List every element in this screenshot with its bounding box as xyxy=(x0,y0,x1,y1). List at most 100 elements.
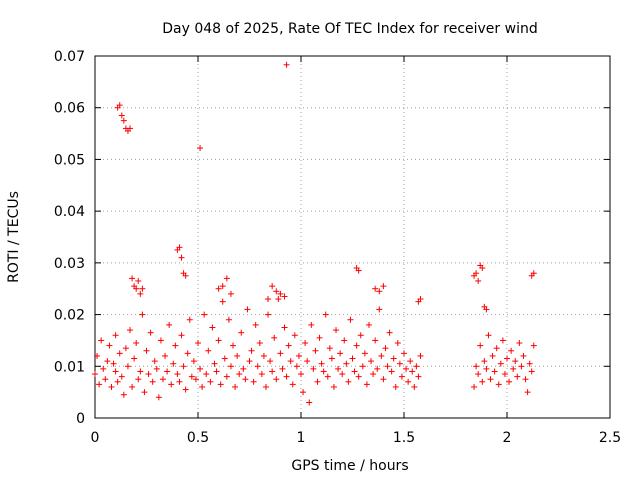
data-point xyxy=(345,378,352,385)
data-point xyxy=(219,298,226,305)
data-point xyxy=(281,293,288,300)
data-point xyxy=(195,340,201,347)
data-point xyxy=(147,329,154,336)
data-point xyxy=(199,383,206,390)
data-point xyxy=(273,376,280,383)
data-point xyxy=(394,340,401,347)
data-point xyxy=(180,363,187,370)
data-point xyxy=(487,376,494,383)
data-point xyxy=(322,311,329,318)
data-point xyxy=(96,381,103,388)
data-point xyxy=(112,368,119,375)
data-point xyxy=(265,296,272,303)
data-point xyxy=(238,329,245,336)
data-point xyxy=(232,383,239,390)
y-tick-label: 0.07 xyxy=(54,49,85,65)
data-point xyxy=(351,368,358,375)
data-point xyxy=(382,345,389,352)
data-point xyxy=(124,363,131,370)
data-point xyxy=(475,371,482,378)
x-tick-label: 2 xyxy=(503,430,512,446)
data-point xyxy=(209,324,216,331)
x-tick-label: 0 xyxy=(91,430,100,446)
data-point xyxy=(242,376,249,383)
x-tick-label: 0.5 xyxy=(187,430,209,446)
data-point xyxy=(273,288,280,295)
data-point xyxy=(475,277,482,284)
data-point xyxy=(269,368,276,375)
data-point xyxy=(298,371,304,378)
data-point xyxy=(407,358,414,365)
data-point xyxy=(248,347,255,354)
data-point xyxy=(335,365,342,372)
data-point xyxy=(219,283,226,290)
data-point xyxy=(287,358,294,365)
data-point xyxy=(240,365,247,372)
data-point xyxy=(168,381,175,388)
data-point xyxy=(415,373,422,380)
data-point xyxy=(417,352,424,359)
data-point xyxy=(197,145,204,152)
data-point xyxy=(489,352,496,359)
data-point xyxy=(365,321,372,328)
data-point xyxy=(116,350,123,357)
data-point xyxy=(104,358,111,365)
data-point xyxy=(380,283,387,290)
data-point xyxy=(118,112,125,119)
data-point xyxy=(211,360,218,367)
data-point xyxy=(302,340,309,347)
data-point xyxy=(116,102,123,109)
data-point xyxy=(260,352,267,359)
data-point xyxy=(316,334,323,341)
data-point xyxy=(295,352,302,359)
data-point xyxy=(347,316,354,323)
data-point xyxy=(159,376,166,383)
data-point xyxy=(310,365,317,372)
data-point xyxy=(110,360,117,367)
chart-title: Day 048 of 2025, Rate Of TEC Index for r… xyxy=(162,21,537,37)
data-point xyxy=(190,358,197,365)
data-point xyxy=(223,275,230,282)
data-point xyxy=(388,368,395,375)
data-point xyxy=(112,332,119,339)
data-point xyxy=(308,321,315,328)
data-point xyxy=(514,373,521,380)
data-point xyxy=(485,332,492,339)
data-point xyxy=(217,381,224,388)
data-point xyxy=(215,285,222,292)
data-point xyxy=(122,345,129,352)
data-point xyxy=(262,383,269,390)
data-point xyxy=(153,365,160,372)
x-tick-label: 2.5 xyxy=(599,430,621,446)
data-point xyxy=(135,376,142,383)
data-point xyxy=(390,355,397,362)
data-point xyxy=(141,389,148,396)
data-point xyxy=(139,311,146,318)
data-point xyxy=(254,363,261,370)
grid xyxy=(95,56,610,418)
data-point xyxy=(133,285,140,292)
data-point xyxy=(102,376,109,383)
data-point xyxy=(201,311,208,318)
data-point xyxy=(361,350,368,357)
data-point xyxy=(172,342,179,349)
data-point xyxy=(149,378,156,385)
data-point xyxy=(106,342,113,349)
data-point xyxy=(343,360,350,367)
data-point xyxy=(493,345,500,352)
data-point xyxy=(258,371,265,378)
data-point xyxy=(522,376,529,383)
data-point xyxy=(405,378,412,385)
y-tick-label: 0.04 xyxy=(54,204,85,220)
data-point xyxy=(137,290,144,297)
data-point xyxy=(401,350,407,357)
data-point xyxy=(223,373,230,380)
data-point xyxy=(479,265,486,272)
data-point xyxy=(384,363,391,370)
data-point xyxy=(386,329,393,336)
data-point xyxy=(357,332,364,339)
data-point xyxy=(508,347,515,354)
data-point xyxy=(252,321,259,328)
data-point xyxy=(341,337,348,344)
data-point xyxy=(135,277,142,284)
